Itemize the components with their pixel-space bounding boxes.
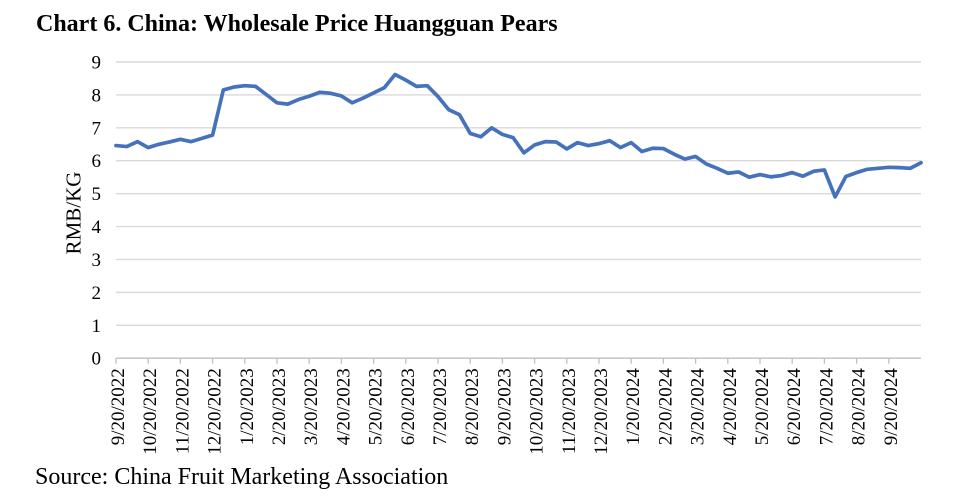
y-tick-label-0: 0 xyxy=(92,349,102,370)
price-line-series xyxy=(114,72,923,199)
x-tick-label-7-20-2024: 7/20/2024 xyxy=(816,368,837,446)
x-tick-label-10-20-2022: 10/20/2022 xyxy=(140,368,161,455)
y-tick-labels: 0 1 2 3 4 5 6 7 8 9 xyxy=(92,53,102,370)
y-tick-label-2: 2 xyxy=(92,283,102,304)
price-line xyxy=(114,72,923,199)
x-tick-label-8-20-2023: 8/20/2023 xyxy=(462,368,483,445)
y-tick-label-5: 5 xyxy=(92,184,102,205)
x-tick-label-3-20-2023: 3/20/2023 xyxy=(301,368,322,445)
x-tick-label-5-20-2024: 5/20/2024 xyxy=(752,368,773,446)
x-tick-label-5-20-2023: 5/20/2023 xyxy=(366,368,387,445)
source-note: Source: China Fruit Marketing Associatio… xyxy=(35,464,449,490)
x-tick-label-9-20-2023: 9/20/2023 xyxy=(494,368,515,445)
chart-title: Chart 6. China: Wholesale Price Huanggua… xyxy=(36,11,558,37)
y-tick-label-6: 6 xyxy=(92,151,102,172)
y-tick-label-3: 3 xyxy=(92,250,102,271)
y-tick-label-1: 1 xyxy=(92,316,102,337)
gridlines xyxy=(116,61,921,326)
x-tick-label-12-20-2022: 12/20/2022 xyxy=(205,368,226,455)
x-tick-label-6-20-2024: 6/20/2024 xyxy=(784,368,805,446)
x-tick-label-8-20-2024: 8/20/2024 xyxy=(849,368,870,446)
y-tick-label-8: 8 xyxy=(92,85,102,106)
x-tick-label-3-20-2024: 3/20/2024 xyxy=(688,368,709,446)
x-tick-label-7-20-2023: 7/20/2023 xyxy=(430,368,451,445)
x-tick-labels: 9/20/2022 10/20/2022 11/20/2022 12/20/2022 1… xyxy=(108,368,902,455)
x-tick-label-9-20-2024: 9/20/2024 xyxy=(881,368,902,446)
x-tick-label-6-20-2023: 6/20/2023 xyxy=(398,368,419,445)
x-axis xyxy=(115,357,921,364)
x-tick-label-4-20-2023: 4/20/2023 xyxy=(333,368,354,445)
x-tick-label-1-20-2024: 1/20/2024 xyxy=(623,368,644,446)
x-tick-label-12-20-2023: 12/20/2023 xyxy=(591,368,612,455)
x-tick-label-9-20-2022: 9/20/2022 xyxy=(108,368,129,445)
x-tick-label-4-20-2024: 4/20/2024 xyxy=(720,368,741,446)
x-tick-label-10-20-2023: 10/20/2023 xyxy=(527,368,548,455)
y-axis-title: RMB/KG xyxy=(62,172,86,255)
x-tick-label-1-20-2023: 1/20/2023 xyxy=(237,368,258,445)
y-tick-label-4: 4 xyxy=(92,217,102,238)
x-tick-label-2-20-2024: 2/20/2024 xyxy=(655,368,676,446)
y-tick-label-9: 9 xyxy=(92,53,102,74)
x-tick-label-11-20-2022: 11/20/2022 xyxy=(172,368,193,454)
y-tick-label-7: 7 xyxy=(92,118,102,139)
x-tick-label-2-20-2023: 2/20/2023 xyxy=(269,368,290,445)
x-tick-label-11-20-2023: 11/20/2023 xyxy=(559,368,580,454)
